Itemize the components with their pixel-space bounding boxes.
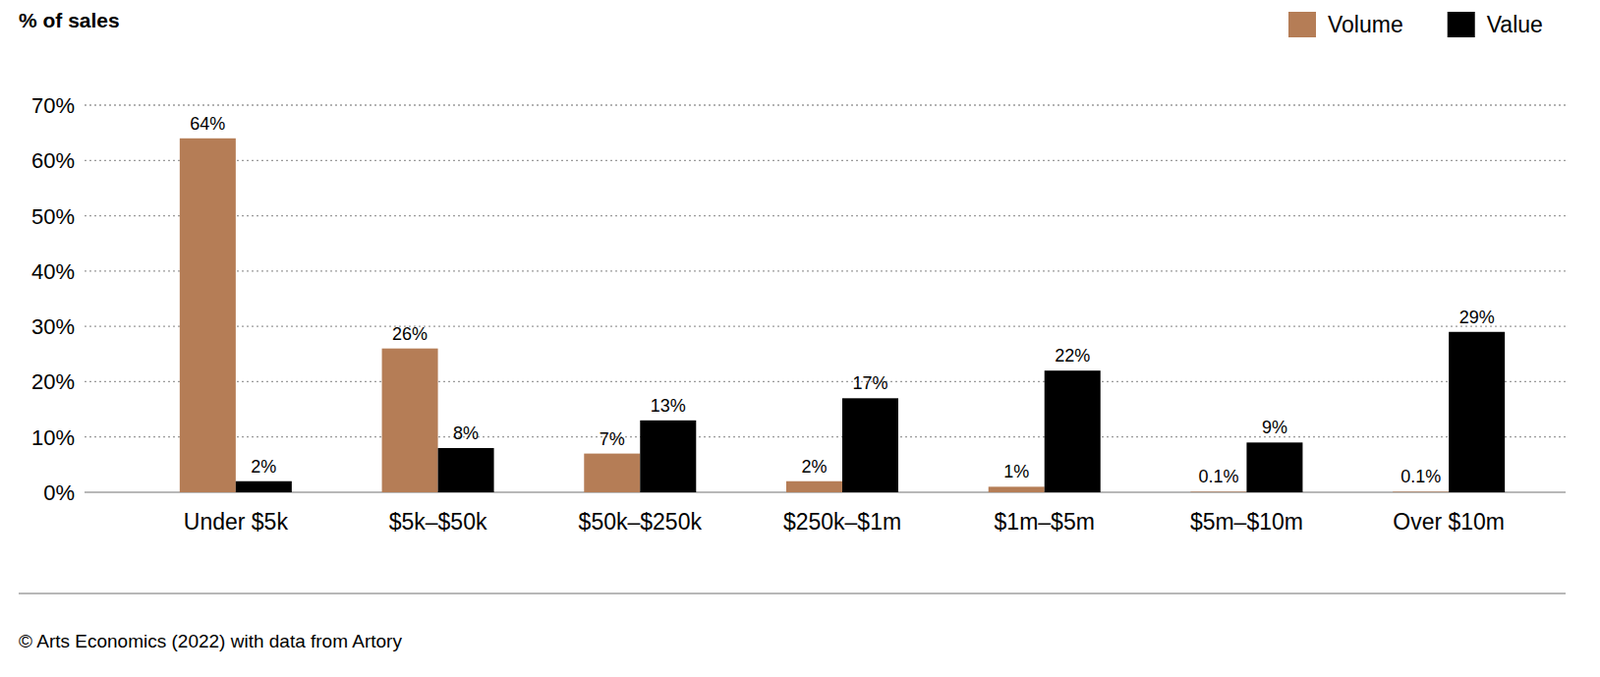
legend-label: Volume <box>1327 11 1404 38</box>
grid-line <box>84 325 1566 327</box>
legend-label: Value <box>1486 11 1543 38</box>
data-label: 7% <box>599 429 626 450</box>
bar <box>639 420 696 493</box>
bar <box>235 481 292 493</box>
bars <box>179 138 1505 493</box>
data-label: 1% <box>1003 461 1029 482</box>
legend-swatch <box>1447 11 1476 38</box>
x-tick-label: $1m–$5m <box>994 509 1095 535</box>
y-tick-label: 20% <box>31 369 75 395</box>
bar <box>438 448 495 493</box>
legend-swatch <box>1288 11 1316 38</box>
y-tick-label: 10% <box>31 425 75 451</box>
data-label: 2% <box>250 457 277 477</box>
data-label: 26% <box>392 324 428 344</box>
data-label: 8% <box>453 423 479 444</box>
y-axis-label: % of sales <box>18 8 120 32</box>
y-tick-label: 70% <box>31 93 75 118</box>
data-label: 22% <box>1054 345 1090 366</box>
y-tick-label: 60% <box>31 148 75 173</box>
grid <box>84 105 1566 493</box>
data-label: 13% <box>650 396 686 416</box>
chart-container: % of sales 0% 10% 20% 30% 40% 50% 60% 70% 64% 26% 7… <box>0 0 1600 677</box>
bar <box>786 481 843 493</box>
bar <box>988 486 1045 493</box>
bar <box>1448 332 1505 493</box>
grid-line <box>84 215 1566 217</box>
grid-line <box>84 104 1566 106</box>
x-tick-label: $5m–$10m <box>1190 509 1304 535</box>
bar <box>1246 442 1303 493</box>
data-label: 29% <box>1459 307 1495 328</box>
y-tick-label: 50% <box>31 204 75 229</box>
bar <box>1190 491 1247 493</box>
grid-line <box>84 436 1566 438</box>
bar <box>382 348 439 493</box>
data-label: 64% <box>189 114 226 134</box>
data-label: 17% <box>852 373 888 394</box>
grid-line <box>84 270 1566 272</box>
source-note: © Arts Economics (2022) with data from A… <box>18 630 402 652</box>
data-label: 0.1% <box>1198 466 1239 487</box>
footer-rule <box>18 592 1566 595</box>
legend: Volume Value <box>1288 11 1543 38</box>
data-label: 2% <box>800 457 827 477</box>
bar <box>179 138 236 493</box>
grid-line <box>84 160 1566 162</box>
y-tick-label: 40% <box>31 259 75 285</box>
bar <box>583 454 640 493</box>
data-label: 0.1% <box>1400 466 1441 487</box>
bar <box>842 398 899 493</box>
x-tick-label: $250k–$1m <box>783 509 902 535</box>
y-tick-label: 30% <box>31 314 75 340</box>
x-tick-label: $5k–$50k <box>389 509 488 535</box>
x-tick-label: $50k–$250k <box>578 509 703 535</box>
x-tick-label: Over $10m <box>1392 509 1505 535</box>
bar <box>1392 491 1449 493</box>
data-label: 9% <box>1261 417 1288 438</box>
y-tick-label: 0% <box>43 480 75 506</box>
chart-svg: % of sales 0% 10% 20% 30% 40% 50% 60% 70% 64% 26% 7… <box>0 0 1600 677</box>
x-tick-label: Under $5k <box>183 509 289 535</box>
grid-line <box>84 381 1566 383</box>
bar <box>1044 370 1101 493</box>
data-labels: 64% 26% 7% 2% 1% 0.1% 0.1% 2% 8% 13% 17% 22% 9% 29% <box>189 114 1494 488</box>
